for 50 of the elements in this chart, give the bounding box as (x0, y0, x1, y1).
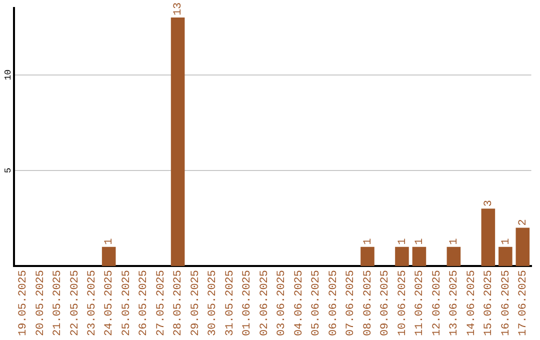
x-tick-label: 20.05.2025 (34, 270, 47, 336)
x-tick-label: 13.06.2025 (448, 270, 461, 336)
bar (412, 246, 426, 266)
x-tick-label: 30.05.2025 (207, 270, 220, 336)
bar (395, 246, 409, 266)
x-tick-label: 28.05.2025 (172, 270, 185, 336)
data-label: 13 (172, 2, 185, 16)
bar (481, 208, 496, 266)
x-tick-label: 17.06.2025 (518, 270, 530, 336)
bar (360, 246, 374, 266)
x-tick-label: 04.06.2025 (293, 270, 306, 336)
x-tick-label: 21.05.2025 (52, 270, 64, 336)
x-tick-label: 26.05.2025 (138, 270, 150, 336)
x-tick-label: 16.06.2025 (500, 270, 512, 336)
x-tick-label: 31.05.2025 (224, 270, 236, 336)
data-label: 1 (500, 238, 512, 245)
x-tick-label: 10.06.2025 (396, 270, 409, 336)
y-tick-label: 5 (3, 168, 14, 174)
x-tick-label: 14.06.2025 (466, 270, 478, 336)
x-tick-label: 12.06.2025 (431, 270, 444, 336)
x-tick-label: 24.05.2025 (104, 270, 116, 336)
x-tick-label: 19.05.2025 (18, 270, 30, 336)
x-tick-label: 25.05.2025 (120, 270, 133, 336)
x-tick-label: 05.06.2025 (310, 270, 323, 336)
x-tick-label: 08.06.2025 (362, 270, 374, 336)
data-label: 1 (104, 238, 116, 245)
bar (516, 228, 530, 266)
x-tick-label: 23.05.2025 (86, 270, 98, 336)
y-tick-label: 10 (3, 69, 14, 80)
x-tick-label: 03.06.2025 (276, 270, 288, 336)
data-label: 1 (362, 238, 374, 245)
data-label: 1 (396, 238, 409, 245)
x-tick-label: 27.05.2025 (155, 270, 168, 336)
x-tick-label: 29.05.2025 (190, 270, 202, 336)
data-label: 3 (483, 200, 496, 207)
bar (498, 246, 512, 266)
x-tick-label: 11.06.2025 (414, 270, 426, 336)
x-tick-label: 22.05.2025 (69, 270, 82, 336)
bar (102, 246, 116, 266)
bar (446, 246, 461, 266)
x-tick-label: 02.06.2025 (258, 270, 271, 336)
x-tick-label: 06.06.2025 (328, 270, 340, 336)
data-label: 1 (448, 238, 461, 245)
data-label: 2 (518, 219, 530, 226)
bar (170, 18, 185, 266)
x-tick-label: 09.06.2025 (380, 270, 392, 336)
x-tick-label: 15.06.2025 (483, 270, 496, 336)
x-tick-label: 01.06.2025 (242, 270, 254, 336)
data-label: 1 (414, 238, 426, 245)
x-tick-label: 07.06.2025 (345, 270, 358, 336)
